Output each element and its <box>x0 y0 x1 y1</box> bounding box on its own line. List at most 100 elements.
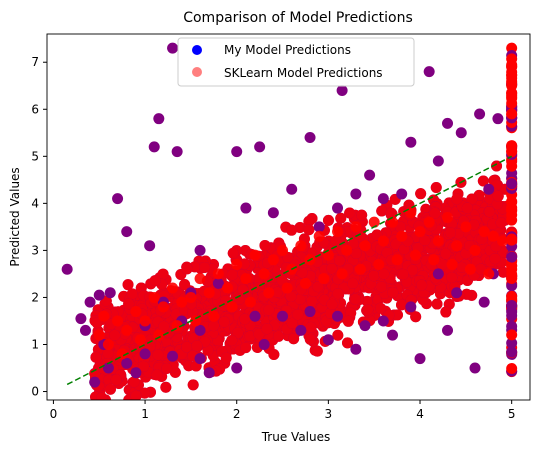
point-my-model <box>442 118 453 129</box>
point-sklearn <box>447 259 458 270</box>
point-sklearn <box>410 250 421 261</box>
dense-point-sklearn <box>440 248 451 259</box>
dense-point-sklearn <box>396 299 407 310</box>
point-sklearn <box>442 212 453 223</box>
dense-point-sklearn <box>362 304 373 315</box>
capped-point <box>506 329 517 340</box>
dense-point-sklearn <box>350 294 361 305</box>
point-my-model <box>360 320 371 331</box>
point-my-model <box>105 287 116 298</box>
dense-point-sklearn <box>188 379 199 390</box>
point-my-model <box>350 188 361 199</box>
point-my-model <box>277 311 288 322</box>
dense-point-sklearn <box>368 270 379 281</box>
point-sklearn <box>250 250 261 261</box>
point-my-model <box>451 287 462 298</box>
point-sklearn <box>167 283 178 294</box>
dense-point-sklearn <box>305 334 316 345</box>
dense-point-sklearn <box>387 287 398 298</box>
point-my-model <box>337 85 348 96</box>
dense-point-sklearn <box>208 320 219 331</box>
point-sklearn <box>415 226 426 237</box>
point-my-model <box>387 330 398 341</box>
point-sklearn <box>332 226 343 237</box>
point-sklearn <box>208 311 219 322</box>
dense-point-sklearn <box>490 253 501 264</box>
capped-point <box>506 161 517 172</box>
point-my-model <box>167 351 178 362</box>
point-sklearn <box>277 245 288 256</box>
point-sklearn <box>140 315 151 326</box>
dense-point-sklearn <box>376 281 387 292</box>
x-tick-label: 0 <box>50 407 58 421</box>
capped-point <box>506 91 517 102</box>
point-my-model <box>442 325 453 336</box>
point-sklearn <box>300 278 311 289</box>
point-sklearn <box>153 330 164 341</box>
dense-point-sklearn <box>259 240 270 251</box>
dense-point-sklearn <box>161 363 172 374</box>
chart-title: Comparison of Model Predictions <box>183 10 413 26</box>
dense-point-sklearn <box>273 331 284 342</box>
point-my-model <box>470 363 481 374</box>
dense-point-sklearn <box>327 299 338 310</box>
point-sklearn <box>396 231 407 242</box>
x-tick-label: 4 <box>416 407 424 421</box>
point-density-band <box>89 43 517 409</box>
point-sklearn <box>268 254 279 265</box>
dense-point-sklearn <box>237 284 248 295</box>
legend-marker-sklearn <box>192 67 202 77</box>
dense-point-sklearn <box>451 193 462 204</box>
point-sklearn <box>369 217 380 228</box>
point-my-model <box>268 207 279 218</box>
point-sklearn <box>405 207 416 218</box>
point-my-model <box>474 108 485 119</box>
capped-point <box>506 178 517 189</box>
point-sklearn <box>112 315 123 326</box>
point-my-model <box>172 146 183 157</box>
point-sklearn <box>135 334 146 345</box>
point-my-model <box>286 184 297 195</box>
point-sklearn <box>318 273 329 284</box>
dense-point-sklearn <box>240 342 251 353</box>
dense-point-sklearn <box>227 269 238 280</box>
point-my-model <box>62 264 73 275</box>
point-my-model <box>195 325 206 336</box>
point-my-model <box>314 221 325 232</box>
point-sklearn <box>373 259 384 270</box>
capped-point <box>506 234 517 245</box>
point-sklearn <box>387 217 398 228</box>
dense-point-sklearn <box>219 316 230 327</box>
point-my-model <box>231 146 242 157</box>
legend: My Model Predictions SKLearn Model Predi… <box>178 38 414 86</box>
dense-point-sklearn <box>261 323 272 334</box>
dense-point-sklearn <box>226 335 237 346</box>
point-my-model <box>85 297 96 308</box>
point-my-model <box>250 311 261 322</box>
dense-point-sklearn <box>96 392 107 403</box>
point-sklearn <box>204 287 215 298</box>
dense-point-sklearn <box>312 346 323 357</box>
point-sklearn <box>465 264 476 275</box>
y-tick-label: 4 <box>31 196 39 210</box>
point-my-model <box>254 141 265 152</box>
point-sklearn <box>350 221 361 232</box>
point-sklearn <box>378 235 389 246</box>
point-sklearn <box>282 283 293 294</box>
point-my-model <box>378 315 389 326</box>
dense-point-sklearn <box>191 340 202 351</box>
point-my-model <box>75 313 86 324</box>
point-sklearn <box>497 235 508 246</box>
point-sklearn <box>360 240 371 251</box>
point-sklearn <box>158 301 169 312</box>
dense-point-sklearn <box>493 191 504 202</box>
point-sklearn <box>185 292 196 303</box>
point-my-model <box>89 377 100 388</box>
y-tick-label: 1 <box>31 337 39 351</box>
point-my-model <box>305 132 316 143</box>
point-sklearn <box>470 245 481 256</box>
point-sklearn <box>451 240 462 251</box>
point-my-model <box>231 363 242 374</box>
point-my-model <box>259 339 270 350</box>
x-axis: 0 1 2 3 4 5 <box>50 400 516 421</box>
